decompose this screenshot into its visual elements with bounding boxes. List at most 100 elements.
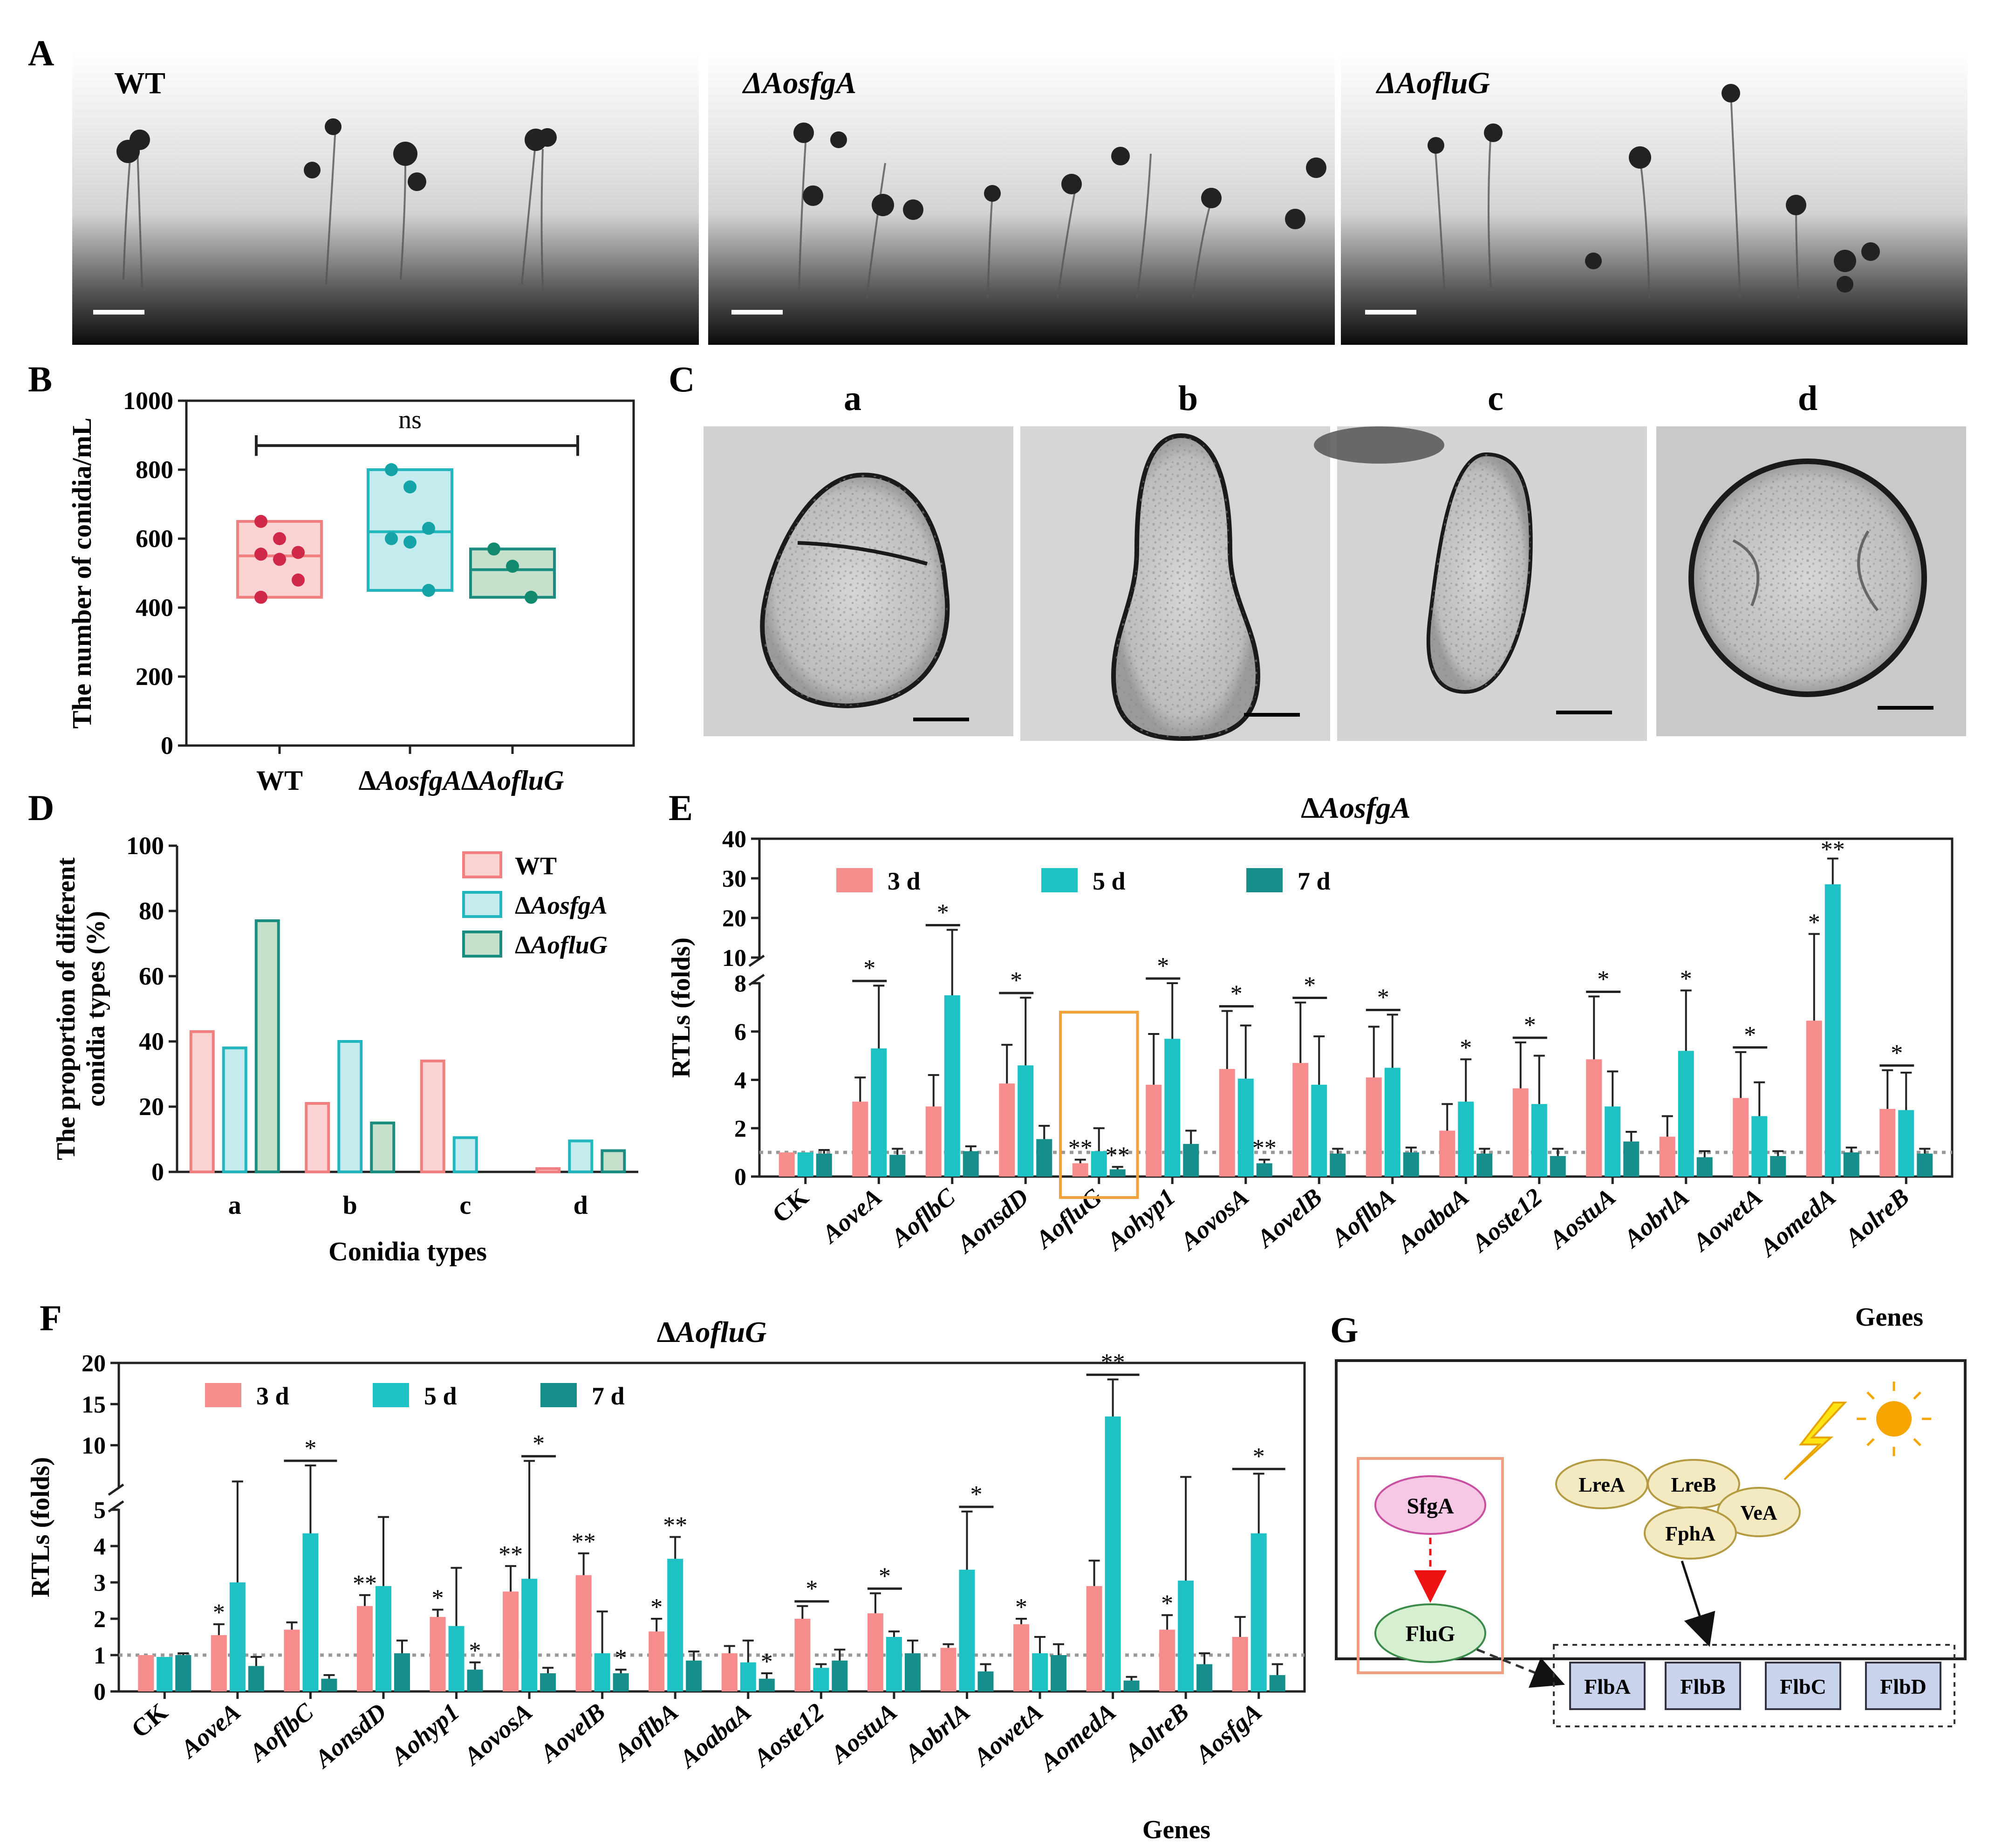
significance-label: * <box>650 1594 663 1621</box>
x-tick-label: AoabaA <box>673 1697 757 1774</box>
bar <box>1439 1130 1455 1177</box>
x-tick-label: AovelB <box>533 1697 610 1768</box>
y-axis-label: RTLs (folds) <box>667 938 696 1078</box>
x-axis-label: Genes <box>1142 1815 1210 1844</box>
y-tick-label: 4 <box>94 1533 106 1560</box>
y-tick-label: 100 <box>126 832 164 860</box>
data-point <box>254 548 267 561</box>
bar <box>1605 1106 1621 1177</box>
significance-label: * <box>1161 1590 1173 1617</box>
data-point <box>292 546 305 559</box>
bar <box>740 1662 756 1691</box>
bar <box>1159 1629 1175 1691</box>
bar <box>1403 1152 1419 1177</box>
bar <box>1806 1020 1822 1177</box>
axis-break-mark <box>748 954 765 967</box>
conidium-d-image <box>1656 426 1966 736</box>
chart-b: 0 200 400 600 800 1000 The number of conidia/m… <box>67 387 635 796</box>
node-sfga <box>1374 1475 1486 1535</box>
x-tick-label: AoveA <box>816 1183 887 1249</box>
bar <box>430 1617 446 1691</box>
significance-label: * <box>937 900 949 926</box>
bar <box>1086 1586 1102 1691</box>
y-tick-label: 5 <box>94 1497 106 1524</box>
significance-label: * <box>1744 1022 1756 1048</box>
significance-label: * <box>970 1481 982 1508</box>
bar <box>1770 1156 1786 1177</box>
bar <box>248 1666 264 1691</box>
bar <box>779 1152 795 1177</box>
x-tick-label: WT <box>256 765 303 796</box>
y-tick-label: 6 <box>734 1019 746 1046</box>
chart-title: ΔAosfgA <box>1301 791 1411 824</box>
y-tick-label: 1000 <box>123 387 173 415</box>
conidium-c-image <box>1314 426 1647 741</box>
conidia-type-label-d: d <box>1798 379 1817 418</box>
bar <box>1032 1653 1048 1691</box>
x-tick-label: ΔAofluG <box>461 765 564 796</box>
bar <box>925 1106 942 1177</box>
y-tick-label: 2 <box>94 1606 106 1633</box>
target-flbc-label: FlbC <box>1780 1675 1826 1698</box>
legend-swatch <box>462 891 502 918</box>
legend-swatch <box>373 1383 409 1407</box>
bar <box>375 1586 391 1691</box>
bar <box>321 1678 337 1691</box>
axis-break-mark <box>108 1483 124 1496</box>
significance-label: * <box>1010 967 1022 994</box>
highlight-box <box>1059 1011 1139 1199</box>
bar <box>904 1653 921 1691</box>
significance-label: * <box>1524 1012 1536 1039</box>
data-point <box>292 573 305 587</box>
target-flbd <box>1865 1662 1941 1710</box>
bar <box>1292 1063 1309 1177</box>
bar <box>1250 1533 1267 1691</box>
significance-label: ns <box>398 405 422 434</box>
plot-frame <box>117 1362 1306 1693</box>
bar <box>977 1671 994 1691</box>
bar <box>1476 1153 1493 1177</box>
bar <box>1458 1102 1474 1177</box>
significance-label: * <box>1377 984 1389 1011</box>
target-flba <box>1569 1662 1646 1710</box>
data-point <box>385 532 398 545</box>
bar <box>420 1060 445 1173</box>
bar <box>1091 1151 1107 1177</box>
significance-label: * <box>1597 966 1609 993</box>
y-tick-label: 20 <box>82 1350 106 1377</box>
bar <box>1164 1039 1181 1177</box>
y-tick-label: 0 <box>161 732 173 760</box>
y-tick-label: 20 <box>722 905 746 932</box>
bar <box>871 1048 887 1177</box>
x-tick-label: AoabaA <box>1391 1183 1474 1259</box>
bar <box>1146 1084 1162 1177</box>
significance-label: * <box>761 1649 773 1675</box>
plot-frame <box>758 837 1954 1178</box>
x-tick-label: AowetA <box>1687 1183 1768 1257</box>
bar <box>305 1102 330 1173</box>
data-point <box>254 515 267 528</box>
bar <box>794 1619 811 1691</box>
bar <box>940 1648 957 1691</box>
significance-label: * <box>879 1563 891 1589</box>
x-tick-label: AosfgA <box>1189 1697 1267 1769</box>
x-tick-label: AovosA <box>458 1697 538 1771</box>
panel-letter-d: D <box>28 787 54 828</box>
significance-label: ** <box>663 1513 687 1539</box>
bar <box>222 1047 247 1173</box>
significance-label: * <box>1015 1594 1027 1621</box>
bar <box>1366 1077 1382 1177</box>
target-flbb-label: FlbB <box>1680 1675 1725 1698</box>
bar <box>944 995 960 1177</box>
y-tick-label: 15 <box>82 1391 106 1418</box>
bar <box>1898 1110 1914 1177</box>
panel-c: a b c d <box>704 379 1966 741</box>
panel-letter-g: G <box>1330 1309 1359 1350</box>
bar <box>1751 1116 1768 1177</box>
arrow-light-complex-to-targets <box>1681 1561 1715 1647</box>
target-flbd-label: FlbD <box>1880 1675 1927 1698</box>
x-tick-label: AonsdD <box>308 1697 392 1774</box>
y-tick-label: 60 <box>139 962 164 990</box>
bar <box>211 1635 227 1691</box>
